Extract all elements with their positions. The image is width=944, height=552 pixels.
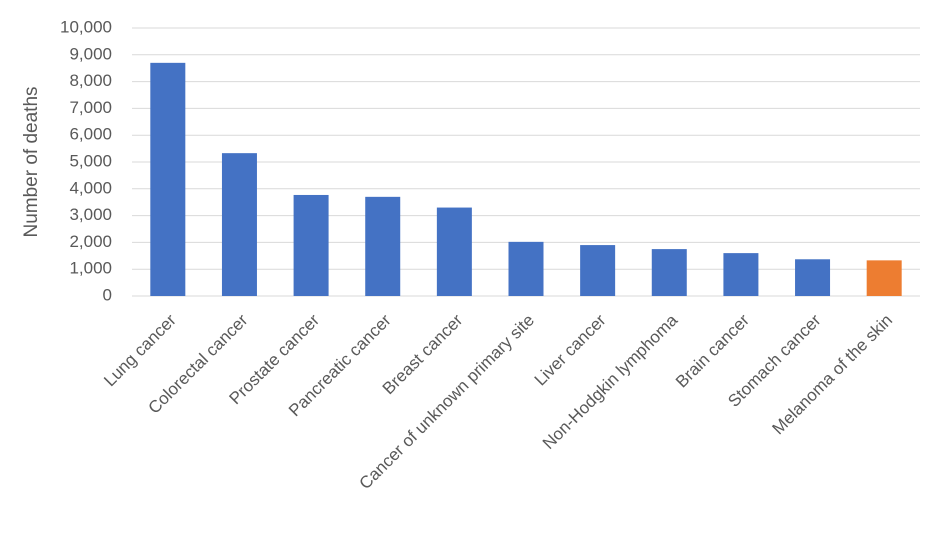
y-tick-label: 8,000	[69, 71, 112, 90]
bar	[508, 241, 544, 296]
bar	[651, 249, 687, 296]
bar	[150, 62, 186, 297]
bar	[436, 207, 472, 296]
y-tick-label: 5,000	[69, 151, 112, 170]
x-tick-label: Liver cancer	[531, 310, 610, 389]
bar	[795, 259, 831, 296]
x-tick-label: Non-Hodgkin lymphoma	[539, 310, 682, 453]
y-axis-title: Number of deaths	[21, 86, 42, 237]
y-tick-label: 2,000	[69, 232, 112, 251]
bar	[365, 196, 401, 296]
x-tick-label: Melanoma of the skin	[768, 311, 896, 439]
y-tick-label: 9,000	[69, 44, 112, 63]
bar	[866, 260, 902, 296]
y-tick-label: 6,000	[69, 125, 112, 144]
y-tick-label: 10,000	[60, 17, 112, 36]
bar	[293, 194, 329, 296]
y-tick-label: 3,000	[69, 205, 112, 224]
y-tick-label: 1,000	[69, 259, 112, 278]
y-tick-label: 7,000	[69, 98, 112, 117]
bar	[580, 245, 616, 296]
y-tick-label: 4,000	[69, 178, 112, 197]
bar	[221, 153, 257, 296]
y-tick-label: 0	[103, 285, 112, 304]
x-tick-label: Lung cancer	[100, 310, 180, 390]
bar	[723, 253, 759, 296]
